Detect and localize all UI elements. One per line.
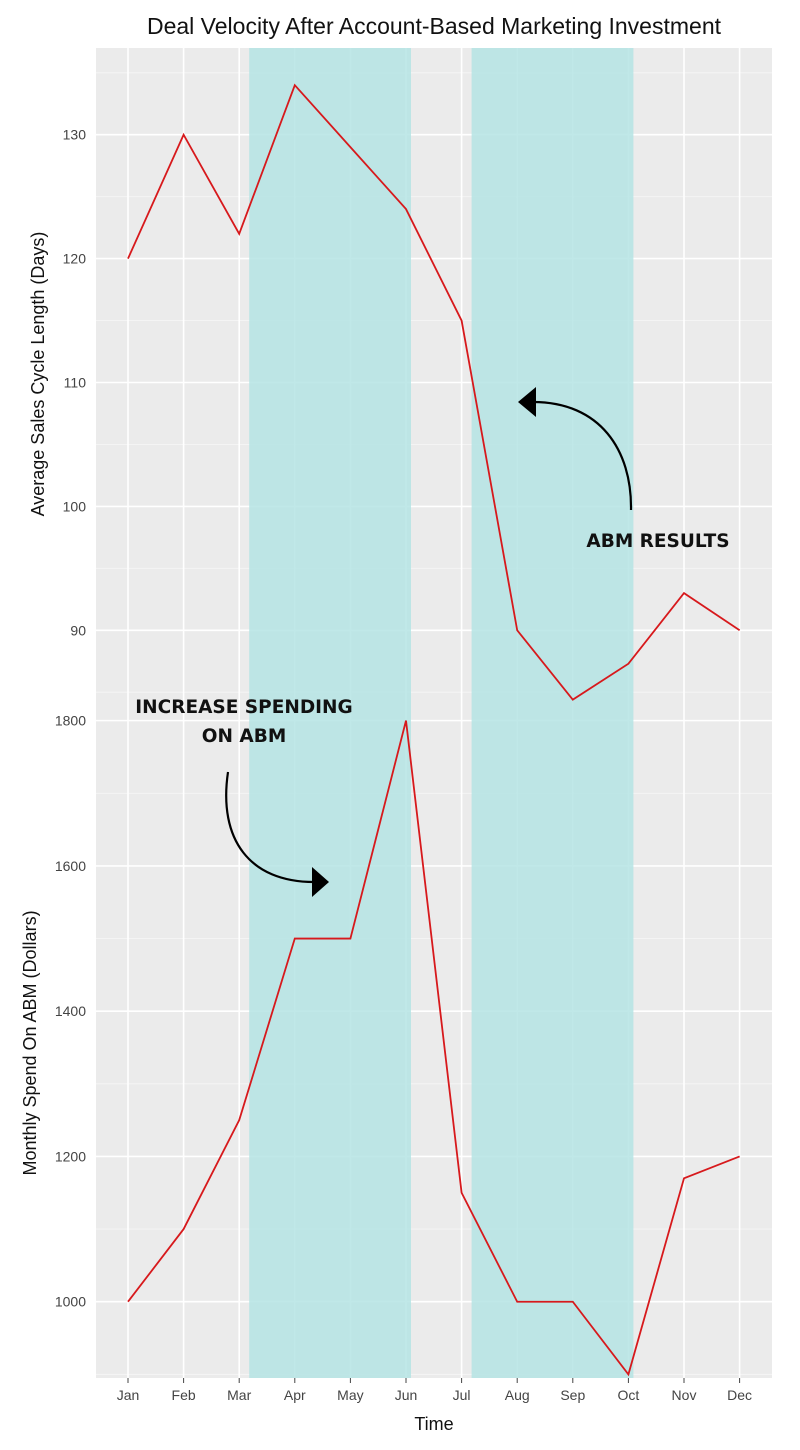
shaded-period-mar-jun xyxy=(249,48,411,717)
annotation-increase-spending-line2: ON ABM xyxy=(202,726,286,747)
y-tick-label-130: 130 xyxy=(63,127,87,143)
annotation-increase-spending-arrowhead xyxy=(312,867,329,897)
y-tick-label-100: 100 xyxy=(63,498,87,514)
annotation-increase-spending: INCREASE SPENDING ON ABM xyxy=(135,697,353,897)
x-tick-label-sep: Sep xyxy=(560,1387,585,1403)
shaded-period-mar-jun xyxy=(249,717,411,1378)
x-axis-title: Time xyxy=(414,1414,453,1434)
y-axis-title-sales-cycle: Average Sales Cycle Length (Days) xyxy=(28,232,48,517)
panel-abm-spend: 1000 1200 1400 1600 1800 xyxy=(55,713,772,1378)
x-tick-label-feb: Feb xyxy=(172,1387,196,1403)
y-tick-label-120: 120 xyxy=(63,251,87,267)
x-tick-label-jan: Jan xyxy=(117,1387,140,1403)
y-tick-label-1200: 1200 xyxy=(55,1148,86,1164)
x-tick-label-jun: Jun xyxy=(395,1387,418,1403)
x-tick-label-dec: Dec xyxy=(727,1387,752,1403)
y-axis-title-abm-spend: Monthly Spend On ABM (Dollars) xyxy=(20,910,40,1175)
x-tick-label-apr: Apr xyxy=(284,1387,306,1403)
y-tick-label-1400: 1400 xyxy=(55,1003,86,1019)
panel-background-abm-spend xyxy=(96,717,772,1378)
y-tick-label-1800: 1800 xyxy=(55,713,86,729)
chart-title: Deal Velocity After Account-Based Market… xyxy=(147,13,722,39)
annotation-abm-results-label: ABM RESULTS xyxy=(586,531,729,552)
x-tick-label-mar: Mar xyxy=(227,1387,251,1403)
annotation-increase-spending-arrow xyxy=(225,771,315,884)
series-line-sales-cycle xyxy=(127,83,741,701)
x-tick-label-may: May xyxy=(337,1387,363,1403)
annotation-abm-results-arrowhead xyxy=(518,387,536,417)
shaded-period-jul-oct xyxy=(471,717,634,1378)
x-tick-label-oct: Oct xyxy=(618,1387,640,1403)
annotation-abm-results-arrow xyxy=(532,400,633,511)
x-tick-label-nov: Nov xyxy=(672,1387,697,1403)
x-axis-ticks: Jan Feb Mar Apr May Jun Jul Aug Sep Oct Nov Dec xyxy=(117,1378,752,1403)
series-line-abm-spend xyxy=(127,720,740,1377)
shaded-period-jul-oct xyxy=(471,48,634,717)
x-tick-label-jul: Jul xyxy=(453,1387,471,1403)
y-tick-label-110: 110 xyxy=(64,375,87,391)
y-tick-label-90: 90 xyxy=(70,622,86,638)
panel-sales-cycle: 90 100 110 120 130 xyxy=(63,48,772,717)
annotation-abm-results: ABM RESULTS xyxy=(518,387,730,552)
y-tick-label-1600: 1600 xyxy=(55,858,86,874)
x-tick-label-aug: Aug xyxy=(505,1387,530,1403)
y-tick-label-1000: 1000 xyxy=(55,1294,86,1310)
annotation-increase-spending-line1: INCREASE SPENDING xyxy=(135,697,352,718)
